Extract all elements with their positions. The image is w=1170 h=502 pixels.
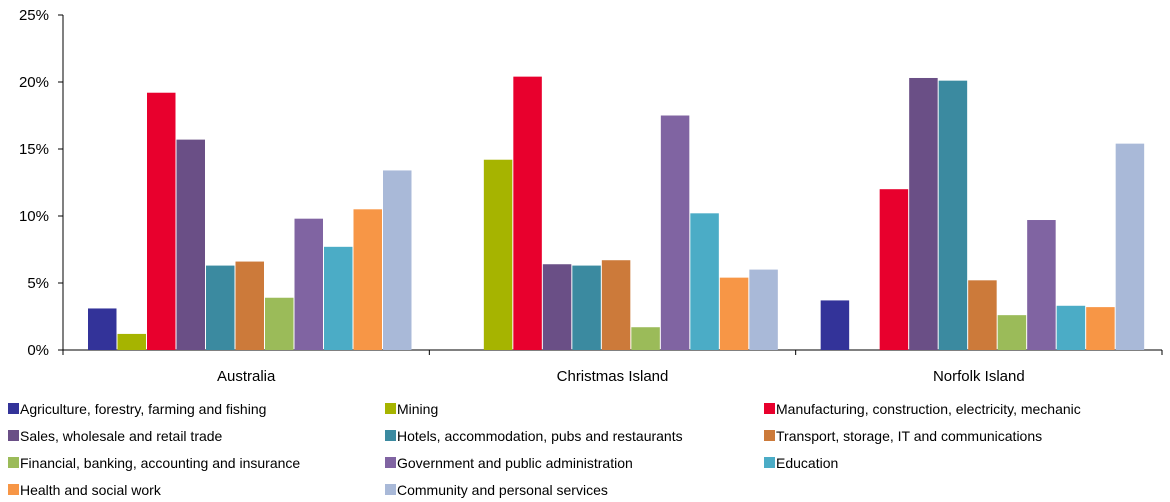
bar [601, 260, 631, 350]
bar [294, 218, 323, 350]
bar [1056, 305, 1086, 350]
bar [968, 280, 997, 350]
x-category-label: Norfolk Island [933, 368, 1025, 385]
legend-label: Sales, wholesale and retail trade [20, 428, 223, 444]
bar [265, 297, 294, 350]
bar [383, 170, 412, 350]
x-category-label: Christmas Island [557, 368, 669, 385]
legend-label: Manufacturing, construction, electricity… [776, 401, 1081, 417]
legend-swatch [385, 403, 396, 414]
bar [820, 300, 850, 350]
bar [690, 213, 719, 350]
legend-swatch [385, 430, 396, 441]
bar [572, 265, 601, 350]
bar [660, 115, 690, 350]
legend-swatch [764, 457, 775, 468]
legend-swatch [764, 430, 775, 441]
y-tick-label: 5% [27, 275, 49, 292]
legend-swatch [8, 484, 19, 495]
bar [1115, 143, 1145, 350]
bar [909, 77, 938, 350]
legend-label: Agriculture, forestry, farming and fishi… [20, 401, 266, 417]
bar [513, 76, 542, 350]
bar [1027, 220, 1056, 350]
x-category-label: Australia [217, 368, 276, 385]
legend-label: Mining [397, 401, 438, 417]
legend-label: Health and social work [20, 482, 162, 498]
y-tick-label: 15% [19, 141, 49, 158]
bar [938, 80, 968, 350]
bar [88, 308, 117, 350]
bar [235, 261, 264, 350]
y-tick-label: 10% [19, 208, 49, 225]
y-tick-label: 0% [27, 342, 49, 359]
legend-swatch [8, 430, 19, 441]
legend-swatch [8, 403, 19, 414]
bar [117, 333, 146, 350]
bar [483, 159, 513, 350]
legend-label: Financial, banking, accounting and insur… [20, 455, 300, 471]
bar [147, 92, 176, 350]
bar [997, 315, 1027, 350]
legend-swatch [385, 457, 396, 468]
legend-label: Hotels, accommodation, pubs and restaura… [397, 428, 683, 444]
bar [1086, 307, 1115, 350]
legend-swatch [764, 403, 775, 414]
bar [631, 327, 660, 350]
legend-label: Education [776, 455, 838, 471]
legend-label: Government and public administration [397, 455, 633, 471]
legend-label: Community and personal services [397, 482, 608, 498]
bar [879, 189, 909, 350]
y-tick-label: 20% [19, 74, 49, 91]
bar [749, 269, 778, 350]
bar [542, 264, 572, 350]
bar [353, 209, 382, 350]
legend-swatch [8, 457, 19, 468]
bar [324, 246, 353, 350]
legend-label: Transport, storage, IT and communication… [776, 428, 1042, 444]
bar [719, 277, 749, 350]
y-tick-label: 25% [19, 7, 49, 24]
bar [206, 265, 235, 350]
bar [176, 139, 205, 350]
legend-swatch [385, 484, 396, 495]
